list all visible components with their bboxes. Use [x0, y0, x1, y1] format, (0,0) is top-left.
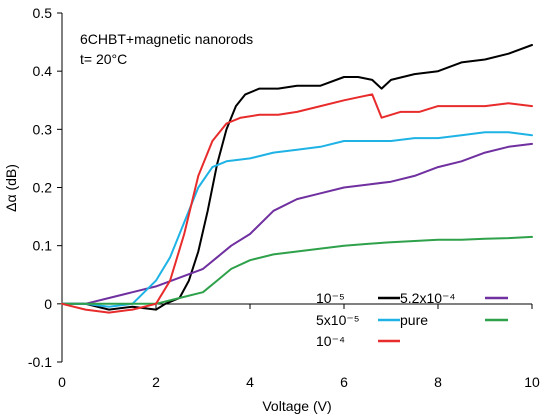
- y-tick-label: 0: [44, 296, 52, 312]
- y-tick-label: 0.2: [33, 180, 53, 196]
- legend-label: 10⁻⁴: [316, 333, 345, 349]
- x-tick-label: 10: [524, 374, 540, 390]
- y-tick-label: 0.4: [33, 63, 53, 79]
- x-tick-label: 8: [434, 374, 442, 390]
- series-line-4: [61, 93, 533, 314]
- y-tick-label: -0.1: [28, 354, 52, 370]
- x-axis-title: Voltage (V): [262, 398, 331, 414]
- legend: 10⁻⁵ 5x10⁻⁵ 10⁻⁴ 5.2x10⁻⁴ pure: [316, 290, 508, 349]
- x-tick-label: 2: [152, 374, 160, 390]
- legend-label: 10⁻⁵: [316, 290, 345, 306]
- annotation-sample: 6CHBT+magnetic nanorods: [80, 31, 253, 47]
- series-line-0: [61, 44, 533, 311]
- x-tick-label: 4: [246, 374, 254, 390]
- axis-ticks: 0 2 4 6 8 10 -0.1 0 0.1 0.2 0.3 0.4 0.5: [28, 5, 540, 390]
- legend-label: 5.2x10⁻⁴: [400, 290, 455, 306]
- series-line-3: [61, 235, 533, 305]
- legend-label: pure: [400, 312, 428, 328]
- series-layer: [61, 44, 533, 314]
- legend-label: 5x10⁻⁵: [316, 312, 360, 328]
- x-tick-label: 6: [340, 374, 348, 390]
- y-axis-title: Δα (dB): [3, 164, 19, 212]
- y-tick-label: 0.5: [33, 5, 53, 21]
- y-tick-label: 0.1: [33, 238, 53, 254]
- y-tick-label: 0.3: [33, 121, 53, 137]
- series-line-2: [61, 131, 533, 308]
- x-tick-label: 0: [58, 374, 66, 390]
- series-line-1: [61, 142, 533, 305]
- annotation-temperature: t= 20°C: [80, 51, 127, 67]
